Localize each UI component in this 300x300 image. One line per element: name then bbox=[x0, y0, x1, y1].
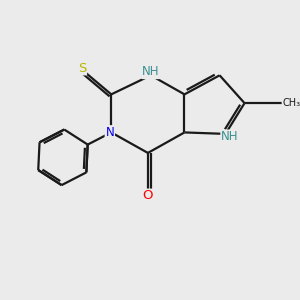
Text: N: N bbox=[105, 126, 114, 139]
Text: O: O bbox=[142, 190, 153, 202]
Text: NH: NH bbox=[142, 65, 160, 78]
Text: S: S bbox=[78, 61, 86, 74]
Text: CH₃: CH₃ bbox=[282, 98, 300, 108]
Text: NH: NH bbox=[221, 130, 238, 143]
